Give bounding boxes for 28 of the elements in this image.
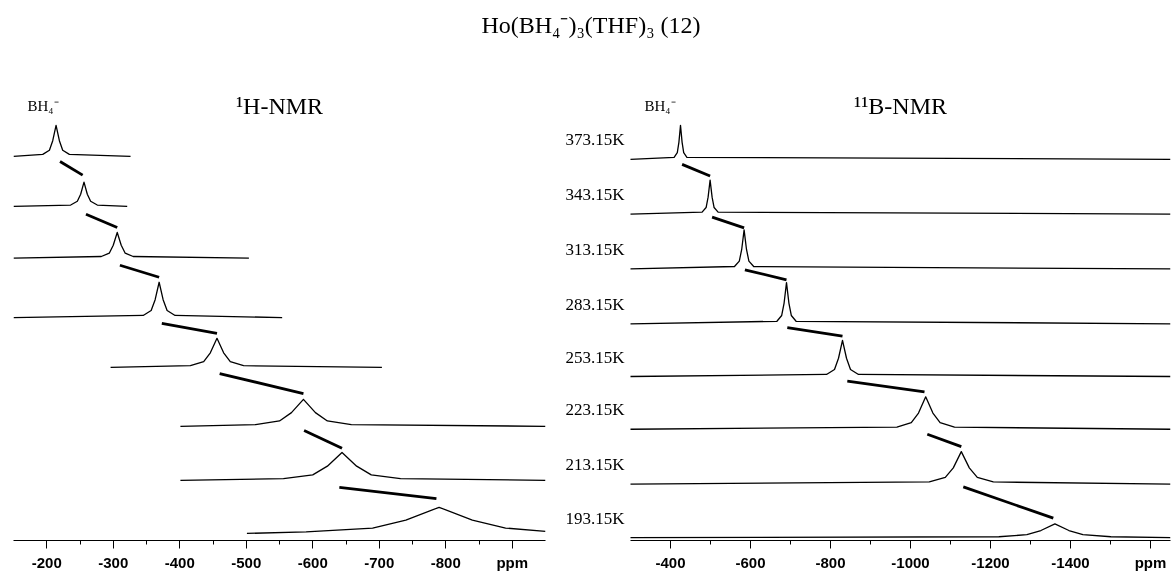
- x-tick-label: -800: [430, 553, 461, 571]
- text: BH₄⁻: [644, 97, 676, 114]
- series-label: 213.15K: [565, 455, 626, 475]
- x-tick-label: -200: [31, 553, 62, 571]
- chart-title: Ho(BH₄⁻)₃(THF)₃ (12): [481, 11, 701, 40]
- x-tick-label: -400: [164, 553, 195, 571]
- x-axis-title: ppm: [1134, 553, 1167, 571]
- series-label: 313.15K: [565, 239, 626, 259]
- series-label: 283.15K: [565, 294, 626, 314]
- series-label: 373.15K: [565, 130, 626, 150]
- x-tick-label: -600: [735, 553, 766, 571]
- chart-subtitle: ¹¹B-NMR: [853, 92, 948, 119]
- x-tick-label: -600: [297, 553, 328, 571]
- series-label: 223.15K: [565, 400, 626, 420]
- x-axis-title: ppm: [496, 553, 529, 571]
- x-tick-label: -300: [98, 553, 129, 571]
- x-tick-label: -1200: [971, 553, 1010, 571]
- text: BH₄⁻: [27, 97, 59, 114]
- x-tick-label: -1000: [891, 553, 930, 571]
- x-tick-label: -500: [231, 553, 262, 571]
- x-tick-label: -700: [364, 553, 395, 571]
- x-tick-label: -1400: [1051, 553, 1090, 571]
- x-tick-label: -800: [815, 553, 846, 571]
- x-tick-label: -400: [655, 553, 686, 571]
- chart-subtitle: ¹H-NMR: [235, 92, 324, 119]
- series-label: 343.15K: [565, 185, 626, 205]
- series-label: 193.15K: [565, 508, 626, 528]
- series-label: 253.15K: [565, 347, 626, 367]
